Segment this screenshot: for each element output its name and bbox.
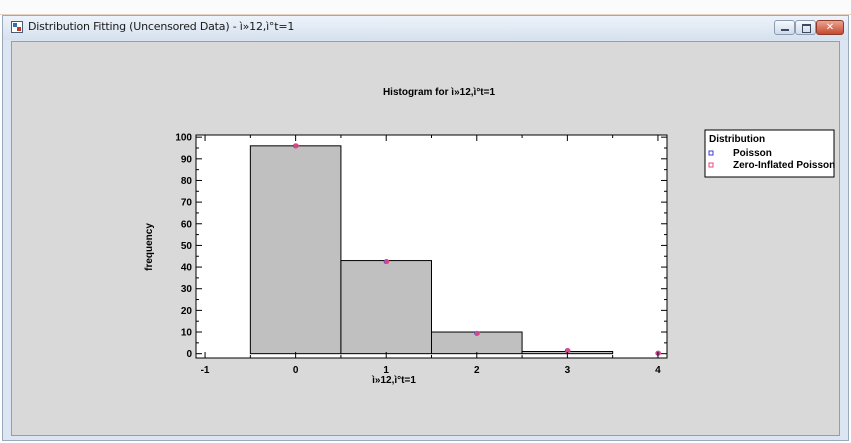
analysis-window[interactable]: Distribution Fitting (Uncensored Data) -… [2,15,849,441]
y-tick-label: 100 [175,133,192,144]
x-tick-label: 4 [655,365,661,376]
legend-swatch-zero-inflated-poisson [708,162,714,168]
y-tick-label: 20 [181,306,193,317]
legend-label-zero-inflated-poisson: Zero-Inflated Poisson [733,160,835,171]
histogram-bar-0 [249,145,342,355]
y-tick-label: 60 [181,219,193,230]
x-axis: -1 0 1 2 3 4 [201,135,661,376]
y-tick-label: 40 [181,263,193,274]
chart-title: Histogram for ì»12,ì°t=1 [383,87,496,98]
y-tick-label: 70 [181,198,193,209]
legend-title: Distribution [709,134,765,145]
fit-point-zip-1 [384,259,390,265]
close-button[interactable] [816,20,844,35]
legend-swatch-poisson [708,150,714,156]
legend-label-poisson: Poisson [733,148,772,159]
top-strip [0,0,851,15]
x-tick-label: 3 [565,365,571,376]
y-axis-label: frequency [144,223,155,271]
y-tick-label: 50 [181,241,193,252]
histogram-chart: Histogram for ì»12,ì°t=1 010203040506070… [144,87,835,386]
window-title: Distribution Fitting (Uncensored Data) -… [28,20,295,33]
chart-pane: Histogram for ì»12,ì°t=1 0 10 20 30 40 50 60 70… [11,41,840,436]
fit-point-zip-4 [656,350,662,356]
histogram-bar-1 [340,260,432,355]
points-layer [293,143,662,356]
legend: Distribution Poisson Zero-Inflated Poiss… [704,129,835,178]
fit-point-zip-3 [565,348,571,354]
maximize-button[interactable] [795,20,816,35]
x-tick-label: 2 [474,365,480,376]
minimize-button[interactable] [774,20,795,35]
y-tick-label: 30 [181,284,193,295]
y-axis: 0 10 20 30 40 50 60 70 80 90 100 [175,133,667,360]
x-tick-label: -1 [201,365,210,376]
legend-box [704,129,835,178]
x-axis-label: ì»12,ì°t=1 [371,375,416,386]
window-titlebar[interactable]: Distribution Fitting (Uncensored Data) -… [3,16,848,40]
fit-point-zip-2 [474,330,480,336]
x-tick-label: 0 [293,365,299,376]
y-tick-label: 80 [181,176,193,187]
y-tick-label: 0 [186,349,192,360]
y-tick-label: 10 [181,328,193,339]
x-tick-label: 1 [383,365,389,376]
fit-point-zip-0 [293,143,299,149]
app-icon[interactable] [11,21,23,33]
y-tick-label: 90 [181,154,193,165]
